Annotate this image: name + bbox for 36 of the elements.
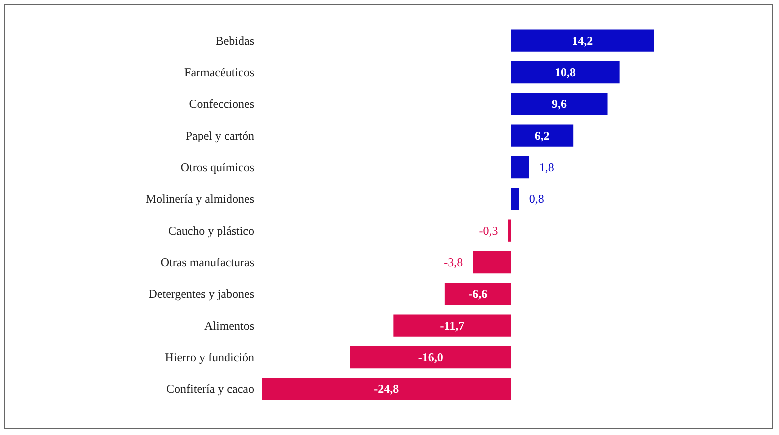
data-label: 9,6 (552, 97, 568, 112)
bar (394, 314, 512, 337)
bar (508, 220, 512, 242)
data-label: -3,8 (444, 256, 464, 270)
data-label: 6,2 (534, 128, 550, 143)
y-tick-label: Bebidas (216, 34, 255, 48)
bar (511, 156, 530, 179)
data-label: -11,7 (440, 318, 465, 333)
bar (511, 30, 654, 52)
data-label: 14,2 (572, 34, 594, 48)
data-label: 10,8 (555, 66, 576, 80)
y-tick-label: Caucho y plástico (168, 224, 254, 238)
data-label: -24,8 (374, 382, 400, 396)
data-label: -6,6 (468, 287, 488, 302)
data-label: -0,3 (479, 224, 498, 238)
data-label: -16,0 (418, 350, 444, 364)
y-tick-label: Papel y cartón (186, 128, 254, 143)
bar (444, 283, 512, 306)
y-tick-label: Alimentos (204, 318, 255, 333)
bar (511, 61, 620, 84)
data-label: 0,8 (529, 192, 544, 206)
y-tick-label: Confitería y cacao (166, 382, 254, 396)
bar (511, 93, 608, 116)
y-tick-label: Confecciones (189, 97, 255, 112)
bar (262, 378, 512, 400)
bar (511, 188, 520, 210)
y-tick-label: Molinería y almidones (146, 192, 255, 206)
bar (511, 124, 574, 147)
bar (350, 346, 512, 369)
y-tick-label: Hierro y fundición (165, 350, 254, 364)
y-tick-label: Farmacéuticos (184, 66, 255, 80)
bar (473, 251, 512, 274)
y-tick-label: Otros químicos (180, 160, 255, 174)
y-tick-label: Detergentes y jabones (148, 287, 255, 302)
y-tick-label: Otras manufacturas (160, 256, 255, 270)
data-label: 1,8 (539, 160, 554, 174)
